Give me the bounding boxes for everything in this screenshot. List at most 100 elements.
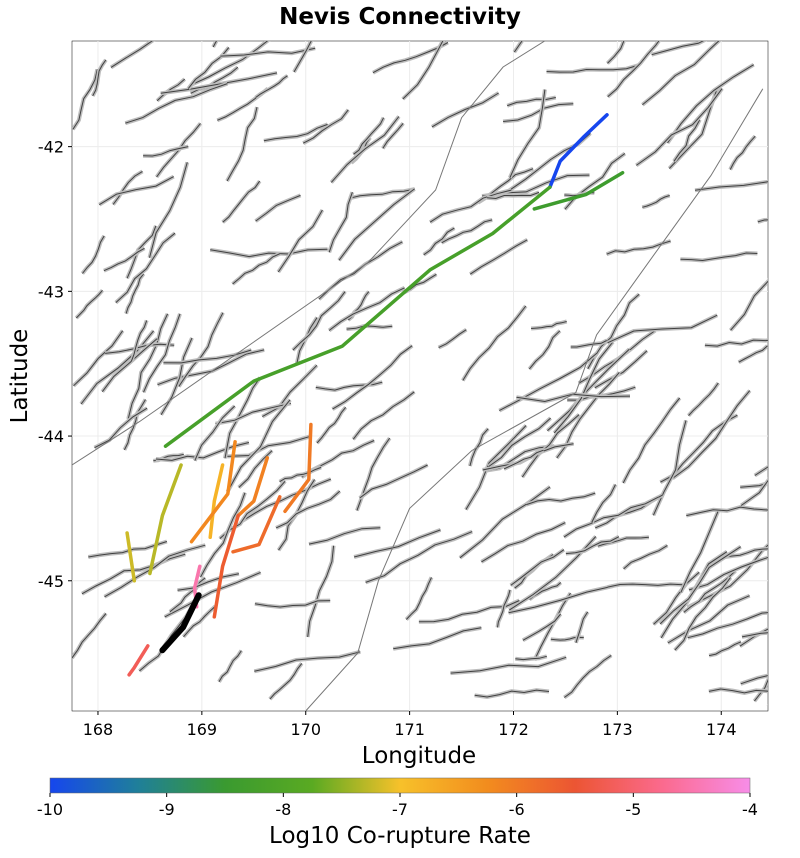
highlighted-fault [532, 170, 625, 211]
fault-trace [526, 492, 596, 506]
colorbar-tick-label: -8 [275, 800, 291, 819]
fault-trace [292, 291, 346, 351]
fault-trace [359, 464, 428, 499]
fault-trace [255, 194, 301, 222]
fault-trace [688, 382, 719, 416]
fault-trace [72, 69, 98, 130]
fault-trace [680, 252, 758, 262]
west-coastline [72, 41, 545, 466]
highlighted-fault [231, 495, 282, 554]
fault-trace [262, 364, 318, 418]
fault-trace [683, 570, 736, 613]
fault-trace [708, 641, 742, 657]
fault-trace [528, 330, 561, 370]
fault-trace [680, 511, 719, 593]
fault-trace [218, 650, 242, 683]
fault-trace [210, 248, 328, 258]
highlighted-fault [148, 463, 183, 576]
fault-trace [469, 239, 528, 275]
fault-trace [521, 414, 580, 478]
highlighted-fault [127, 644, 150, 677]
fault-trace [547, 348, 630, 432]
background-fault-network [72, 41, 768, 711]
fault-trace [653, 571, 700, 625]
fault-trace [125, 83, 228, 124]
x-tick-label: 170 [290, 720, 321, 739]
fault-trace [405, 577, 432, 620]
fault-trace [488, 417, 551, 468]
fault-trace [226, 106, 258, 182]
fault-trace [508, 585, 614, 614]
fault-trace [687, 612, 768, 639]
fault-trace [465, 425, 527, 510]
fault-trace [332, 345, 413, 410]
fault-trace [219, 480, 286, 539]
fault-trace [450, 656, 567, 674]
fault-trace [227, 435, 311, 457]
highlighted-faults [125, 113, 625, 677]
fault-trace [353, 117, 385, 155]
fault-trace [94, 407, 148, 449]
fault-trace [729, 135, 756, 170]
fault-trace [178, 312, 224, 387]
fault-trace [160, 72, 278, 94]
fault-trace [88, 541, 168, 558]
fault-trace [622, 397, 681, 484]
fault-trace [338, 188, 415, 261]
fault-trace [92, 59, 107, 97]
fault-trace [328, 192, 353, 253]
fault-trace [499, 352, 598, 412]
highlighted-fault [236, 456, 270, 518]
fault-trace [80, 330, 154, 405]
chart-title: Nevis Connectivity [279, 4, 521, 30]
fault-trace [263, 123, 328, 142]
fault-trace [382, 122, 404, 149]
fault-trace [402, 41, 444, 100]
fault-trace [594, 350, 648, 389]
highlighted-fault [189, 440, 237, 544]
fault-trace [316, 406, 347, 444]
fault-trace [651, 41, 704, 56]
fault-trace [497, 589, 511, 628]
fault-trace [515, 655, 547, 661]
colorbar [49, 777, 751, 794]
fault-trace [507, 97, 556, 107]
fault-trace [200, 492, 246, 578]
fault-trace [740, 479, 768, 506]
fault-trace [254, 600, 331, 608]
fault-trace [212, 41, 217, 48]
highlighted-fault [208, 463, 225, 540]
fault-trace [659, 546, 741, 625]
fault-trace [565, 536, 620, 555]
fault-trace [469, 428, 489, 467]
y-axis-ticks: -42 -43 -44 -45 [38, 138, 72, 591]
fault-trace [183, 605, 216, 638]
x-axis-ticks: 168 169 170 171 172 173 174 [83, 711, 737, 739]
fault-trace [423, 227, 455, 256]
fault-trace [160, 337, 193, 415]
fault-trace [365, 531, 473, 583]
x-tick-label: 171 [394, 720, 425, 739]
fault-trace [667, 595, 750, 644]
plot-area[interactable] [71, 0, 800, 712]
highlighted-fault [212, 513, 240, 619]
fault-trace [232, 253, 281, 285]
colorbar-tick-label: -4 [742, 800, 758, 819]
fault-trace [352, 391, 415, 440]
colorbar-ticks: -10 -9 -8 -7 -6 -5 -4 [37, 793, 758, 819]
fault-trace [293, 41, 312, 73]
fault-trace [510, 549, 565, 586]
fault-trace [156, 78, 186, 102]
fault-trace [708, 688, 768, 694]
fault-trace [330, 116, 400, 183]
fault-trace [105, 343, 175, 354]
fault-trace [130, 320, 148, 362]
highlighted-fault [125, 531, 137, 583]
fault-trace [704, 339, 768, 347]
fault-trace [462, 305, 527, 381]
fault-trace [438, 329, 467, 349]
fault-trace [531, 321, 567, 329]
fault-trace [164, 571, 261, 618]
y-tick-label: -43 [38, 282, 64, 301]
